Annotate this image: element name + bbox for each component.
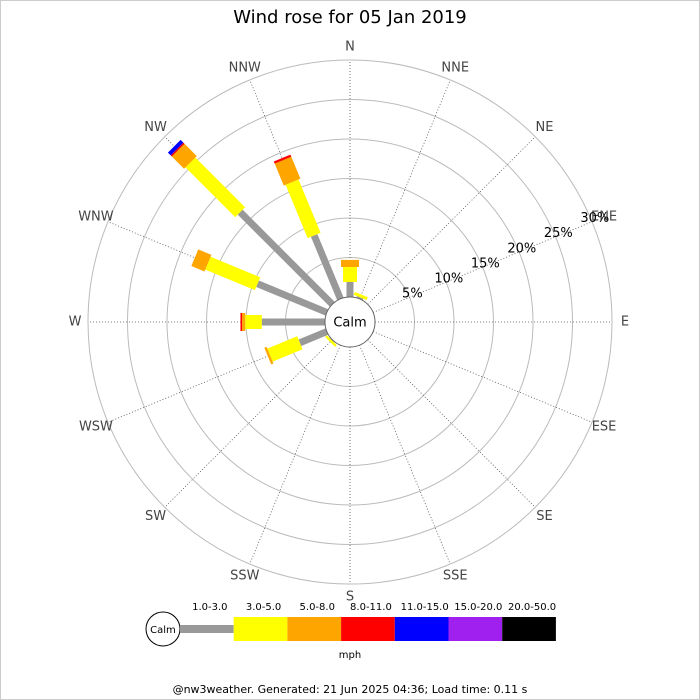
legend-label: 15.0-20.0 (454, 602, 502, 613)
spoke (367, 136, 536, 305)
direction-label: W (69, 315, 82, 330)
bar-segment (167, 139, 184, 156)
direction-label: NW (144, 120, 167, 135)
legend-label: 8.0-11.0 (350, 602, 392, 613)
ring (166, 138, 534, 506)
legend-label: 20.0-50.0 (508, 602, 556, 613)
footer: @nw3weather. Generated: 21 Jun 2025 04:3… (173, 683, 528, 696)
direction-label: WSW (79, 420, 113, 435)
bar-segment (298, 328, 329, 346)
direction-label: E (621, 315, 629, 330)
r-tick-label: 10% (434, 272, 463, 287)
spoke (359, 79, 451, 300)
bar-segment (267, 336, 303, 362)
ring (127, 99, 573, 545)
spoke (164, 339, 333, 508)
legend-label: 1.0-3.0 (192, 602, 227, 613)
legend-swatch (394, 617, 449, 641)
spoke (359, 344, 451, 565)
bar-segment (205, 256, 261, 291)
r-tick-label: 15% (471, 256, 500, 271)
bar-segment (171, 143, 197, 169)
calm-circle (324, 296, 376, 348)
direction-label: SSE (443, 569, 468, 584)
legend-swatch (502, 617, 556, 641)
legend-unit: mph (339, 650, 361, 661)
ring (87, 59, 613, 585)
direction-label: NNE (441, 60, 469, 75)
bar-segment (285, 179, 321, 239)
bar-segment (185, 157, 246, 218)
bar-segment (191, 249, 212, 272)
spoke (367, 339, 536, 508)
direction-label: N (345, 40, 355, 55)
bar-segment (170, 142, 185, 157)
legend-swatch (287, 617, 342, 641)
bar-segment (256, 280, 329, 316)
r-tick-label: 5% (402, 287, 423, 302)
bar-segment (353, 291, 368, 301)
spoke (372, 221, 593, 313)
calm-label: Calm (333, 316, 366, 331)
spoke (249, 344, 341, 565)
legend-label: 11.0-15.0 (401, 602, 449, 613)
bar-segment (237, 209, 335, 307)
spoke (372, 331, 593, 423)
direction-label: ESE (592, 420, 617, 435)
chart-title: Wind rose for 05 Jan 2019 (233, 7, 467, 28)
direction-label: NNW (229, 60, 261, 75)
direction-label: SSW (230, 569, 260, 584)
bar-segment (274, 156, 301, 186)
direction-label: SW (145, 509, 166, 524)
bar-segment (273, 154, 292, 164)
legend-label: 5.0-8.0 (300, 602, 335, 613)
legend-swatch (233, 617, 288, 641)
ring (206, 178, 494, 466)
legend-swatch (448, 617, 503, 641)
r-tick-label: 25% (544, 226, 573, 241)
r-tick-label: 30% (580, 211, 609, 226)
legend-calm-label: Calm (150, 625, 176, 636)
legend-swatch (341, 617, 395, 641)
legend-label: 3.0-5.0 (246, 602, 281, 613)
direction-label: ENE (591, 209, 617, 224)
direction-label: NE (535, 120, 553, 135)
bar-segment (310, 234, 344, 301)
direction-label: WNW (78, 209, 114, 224)
legend-swatch (180, 625, 234, 633)
direction-label: S (346, 590, 354, 605)
bar-segment (325, 335, 337, 347)
direction-label: SE (536, 509, 552, 524)
bar-segment (264, 346, 274, 365)
r-tick-label: 20% (507, 241, 536, 256)
